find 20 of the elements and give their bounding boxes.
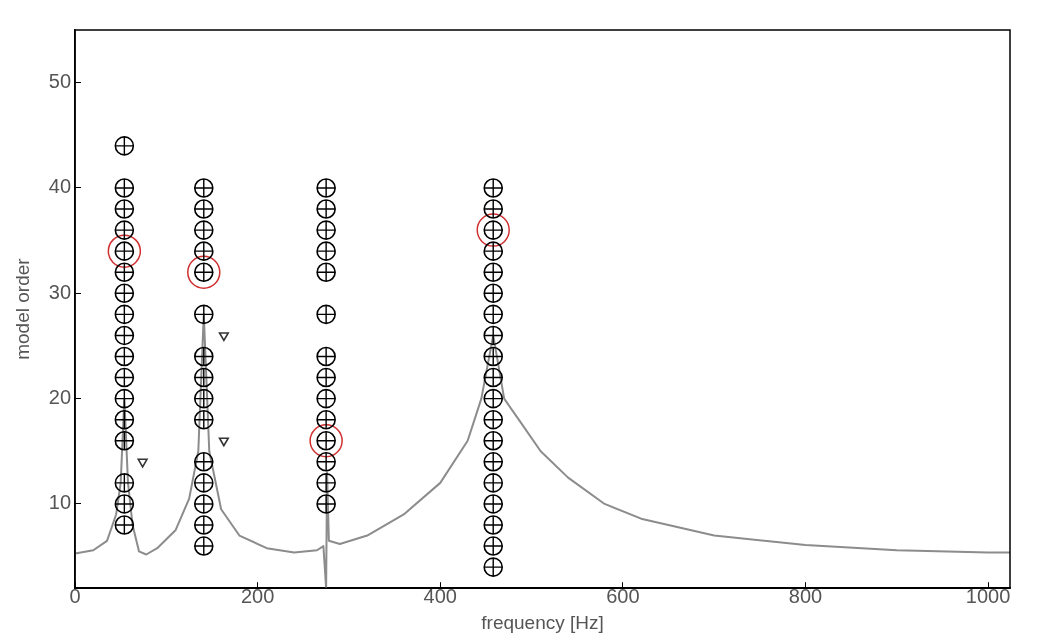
x-tick-label: 200 xyxy=(240,584,275,607)
point xyxy=(218,437,229,447)
point xyxy=(309,424,343,458)
y-tick-label: 50 xyxy=(48,70,72,93)
point xyxy=(476,213,510,247)
y-axis-title: model order xyxy=(11,257,33,360)
y-tick-label: 30 xyxy=(48,280,72,303)
point xyxy=(137,458,148,468)
x-tick-label: 800 xyxy=(788,584,823,607)
y-tick-label: 10 xyxy=(48,491,72,514)
x-axis-title: frequency [Hz] xyxy=(481,611,604,633)
y-tick-label: 20 xyxy=(48,386,72,409)
point xyxy=(218,332,229,342)
x-tick-label: 400 xyxy=(423,584,457,607)
point xyxy=(187,255,221,289)
x-tick-label: 600 xyxy=(606,584,640,607)
x-tick-label: 0 xyxy=(69,584,81,607)
y-tick-label: 40 xyxy=(48,175,72,198)
x-tick-label: 1000 xyxy=(965,584,1011,607)
point xyxy=(107,234,142,268)
